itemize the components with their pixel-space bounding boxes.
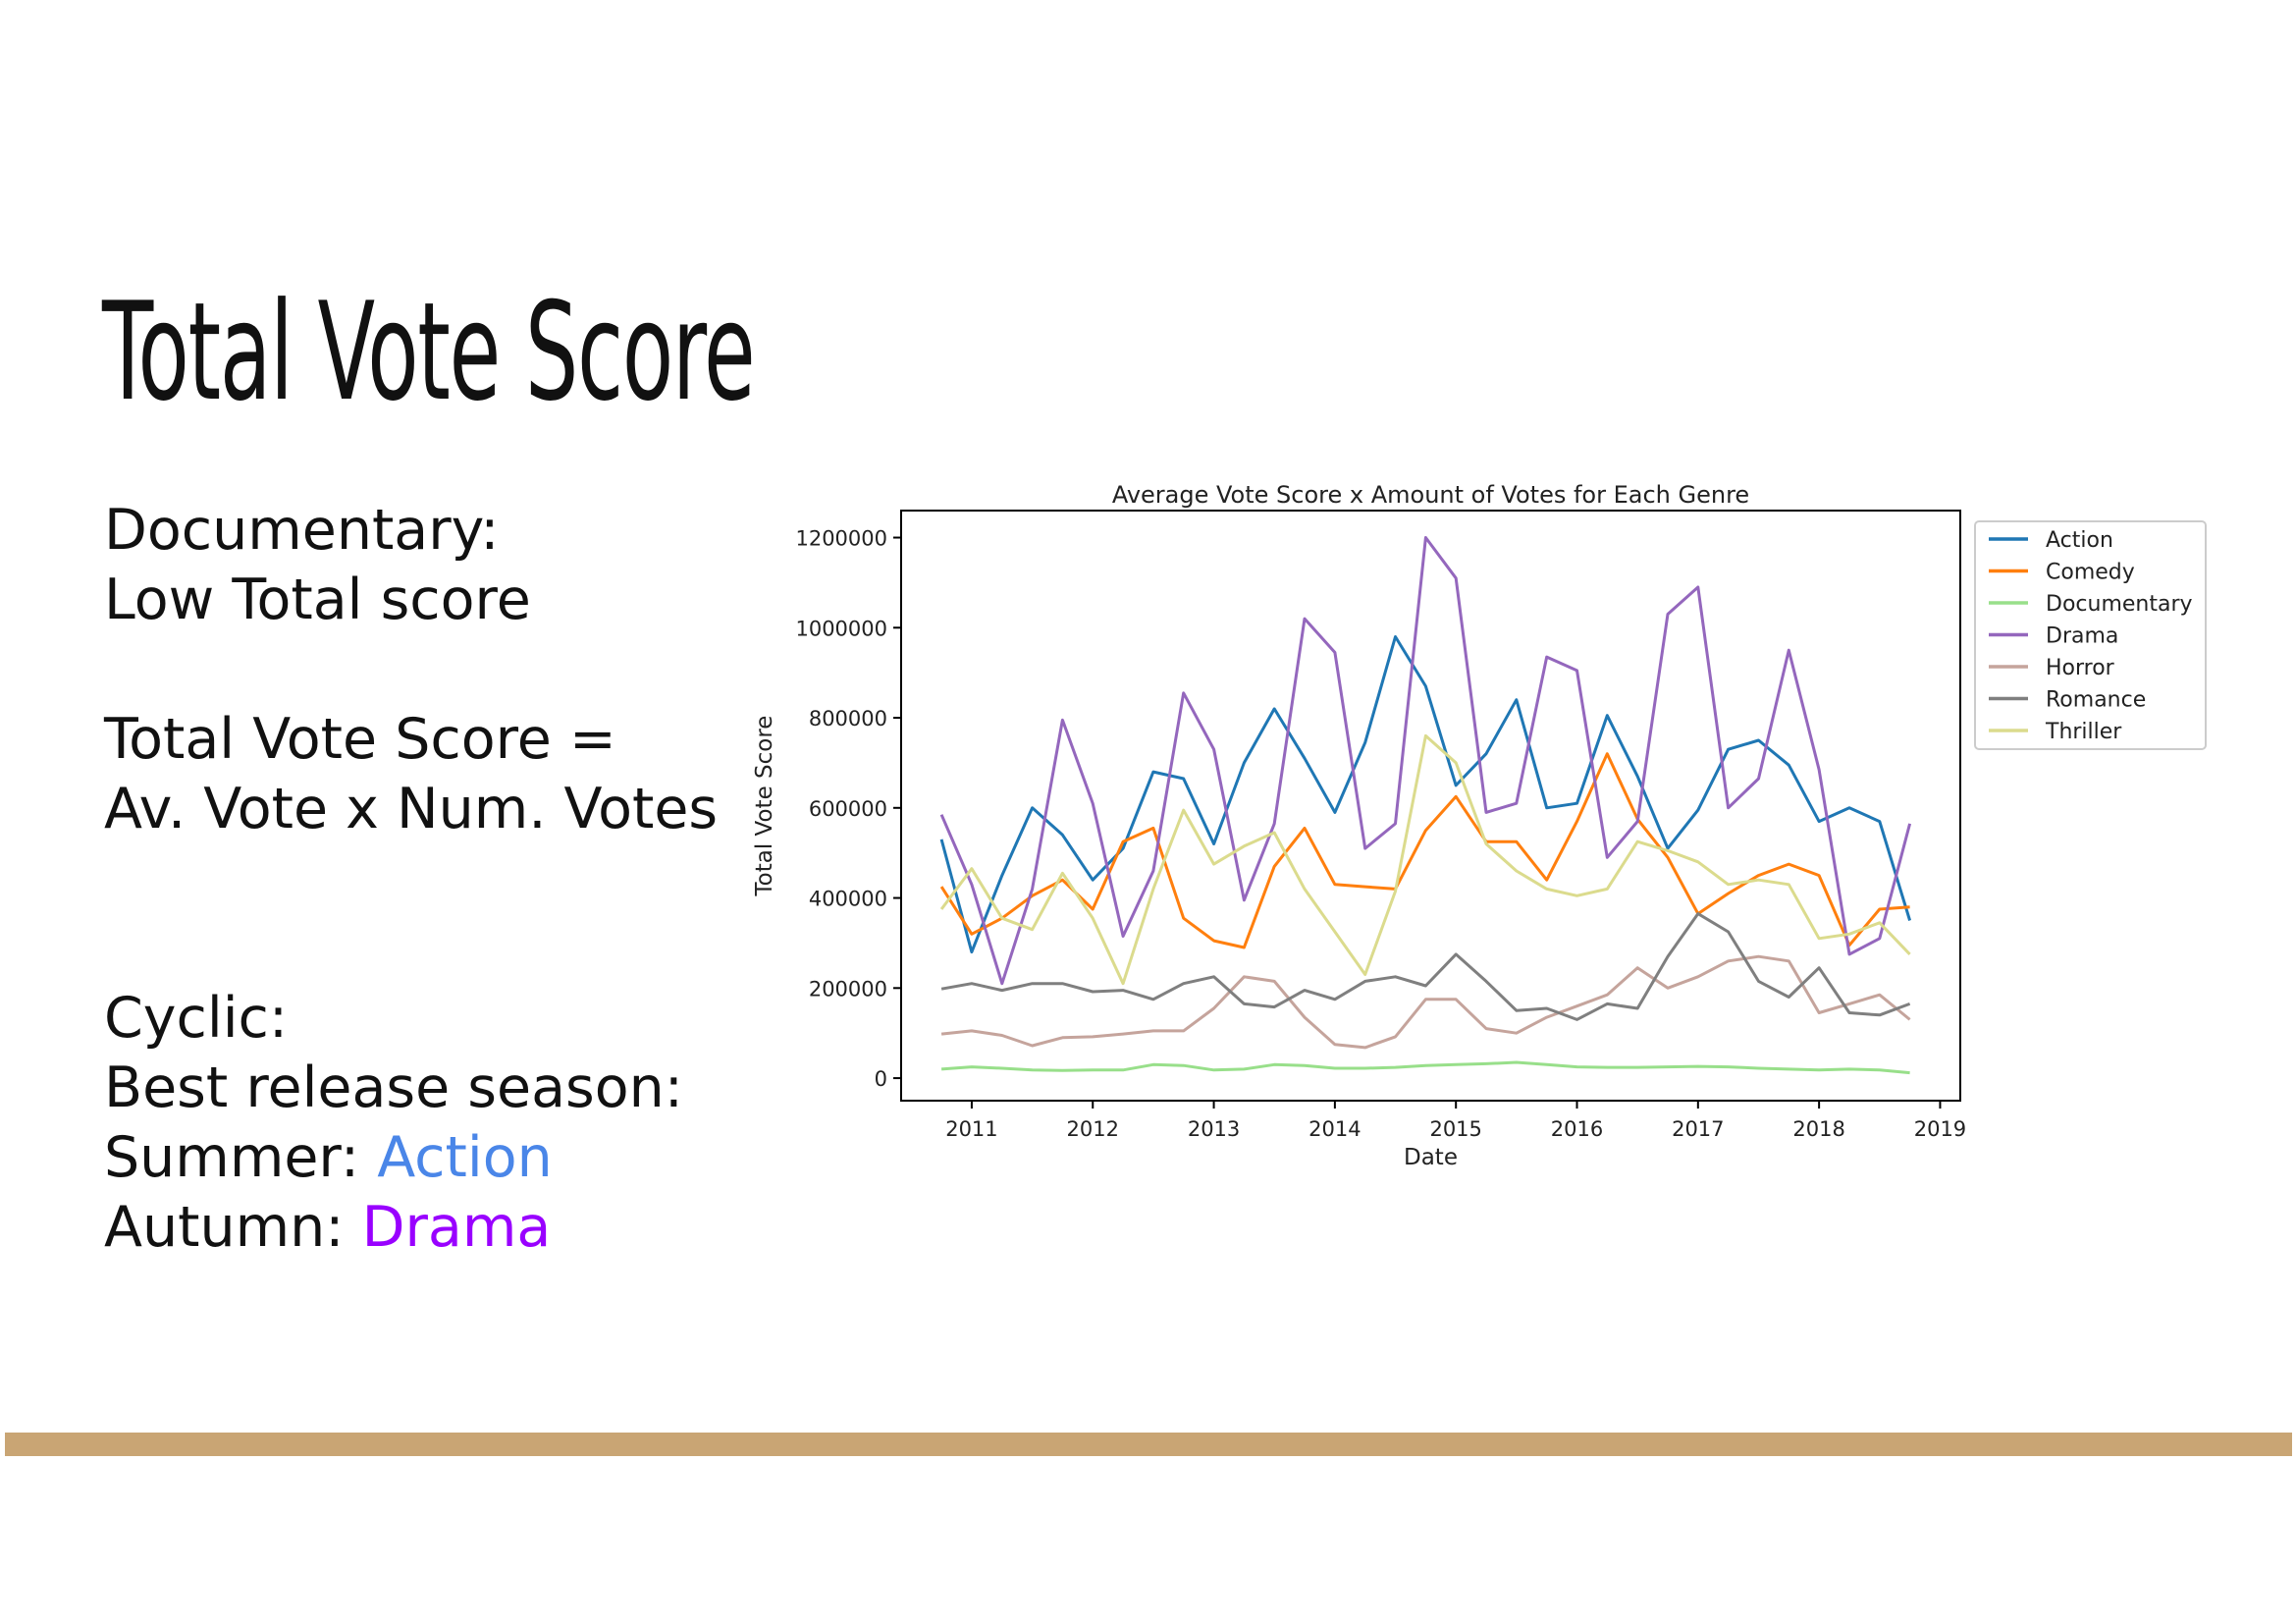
autumn-line: Autumn: Drama xyxy=(104,1193,718,1263)
legend-box xyxy=(1974,520,2207,750)
legend-label: Thriller xyxy=(2045,720,2122,744)
x-tick-label: 2019 xyxy=(1914,1117,1966,1141)
series-line-thriller xyxy=(939,733,1911,986)
x-tick-label: 2015 xyxy=(1429,1117,1481,1141)
series-line-horror xyxy=(940,954,1911,1050)
x-tick-label: 2018 xyxy=(1792,1117,1844,1141)
y-tick-label: 400000 xyxy=(809,888,887,911)
autumn-genre: Drama xyxy=(361,1195,552,1260)
formula-line-1: Total Vote Score = xyxy=(104,707,616,772)
x-tick-label: 2016 xyxy=(1551,1117,1603,1141)
cyclic-label: Cyclic: xyxy=(104,986,289,1051)
legend-label: Horror xyxy=(2046,656,2115,680)
summer-genre: Action xyxy=(377,1125,553,1190)
series-line-action xyxy=(939,635,1912,954)
legend-label: Documentary xyxy=(2046,592,2193,617)
y-tick-label: 1000000 xyxy=(795,617,887,640)
series-line-comedy xyxy=(939,752,1910,949)
x-tick-label: 2014 xyxy=(1308,1117,1361,1141)
y-tick-label: 0 xyxy=(875,1067,887,1091)
summer-label: Summer: xyxy=(104,1125,378,1190)
x-tick-label: 2012 xyxy=(1067,1117,1119,1141)
y-tick-label: 800000 xyxy=(809,707,887,731)
y-axis-label: Total Vote Score xyxy=(752,716,777,897)
bottom-accent-bar xyxy=(5,1433,2292,1456)
series-line-romance xyxy=(940,912,1911,1021)
legend-label: Romance xyxy=(2046,688,2146,713)
documentary-text: Low Total score xyxy=(104,568,531,632)
notes-panel: Documentary: Low Total score Total Vote … xyxy=(104,496,718,1263)
y-tick-label: 1200000 xyxy=(795,527,887,551)
y-tick-label: 600000 xyxy=(809,797,887,821)
y-tick-label: 200000 xyxy=(809,977,887,1001)
documentary-label: Documentary: xyxy=(104,498,500,563)
chart-title: Average Vote Score x Amount of Votes for… xyxy=(1112,481,1749,509)
x-tick-label: 2011 xyxy=(945,1117,997,1141)
spacer xyxy=(104,635,718,705)
slide-title: Total Vote Score xyxy=(102,273,756,431)
spacer xyxy=(104,844,718,984)
autumn-label: Autumn: xyxy=(104,1195,362,1260)
plot-frame xyxy=(900,510,1961,1102)
formula-line-2: Av. Vote x Num. Votes xyxy=(104,777,719,841)
summer-line: Summer: Action xyxy=(104,1123,718,1193)
legend-label: Action xyxy=(2046,528,2113,553)
series-line-drama xyxy=(939,536,1912,986)
x-axis-label: Date xyxy=(1404,1145,1458,1170)
x-tick-label: 2017 xyxy=(1672,1117,1724,1141)
legend-label: Comedy xyxy=(2046,561,2135,585)
series-line-documentary xyxy=(940,1060,1910,1075)
legend-label: Drama xyxy=(2046,624,2118,649)
x-tick-label: 2013 xyxy=(1188,1117,1240,1141)
best-season-label: Best release season: xyxy=(104,1056,683,1120)
